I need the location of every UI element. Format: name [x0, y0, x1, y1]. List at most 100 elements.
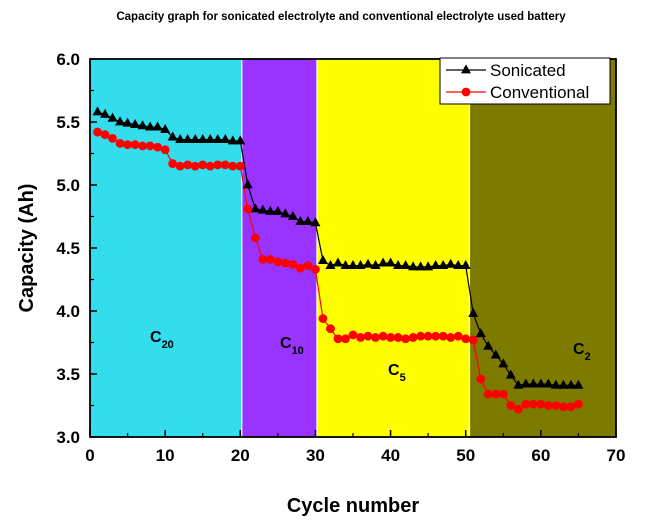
data-point-sonicated	[438, 260, 449, 270]
data-point-conventional	[528, 399, 538, 409]
data-point-sonicated	[205, 134, 216, 144]
data-point-sonicated	[137, 120, 148, 130]
data-point-sonicated	[340, 260, 351, 270]
data-point-conventional	[363, 331, 373, 341]
data-point-sonicated	[468, 307, 479, 317]
data-point-conventional	[311, 265, 320, 274]
data-point-conventional	[521, 399, 531, 409]
data-point-conventional	[491, 389, 501, 399]
data-point-conventional	[153, 142, 163, 152]
region-label-subscript: 2	[585, 351, 591, 363]
data-point-conventional	[408, 333, 418, 342]
data-point-conventional	[341, 334, 350, 344]
data-point-sonicated	[160, 123, 171, 133]
data-point-sonicated	[513, 379, 524, 389]
data-point-conventional	[326, 324, 335, 334]
data-point-conventional	[160, 145, 170, 155]
data-point-sonicated	[242, 179, 253, 189]
data-point-sonicated	[565, 379, 576, 389]
region-band	[241, 59, 317, 437]
data-point-sonicated	[92, 106, 103, 116]
data-point-conventional	[100, 130, 110, 140]
data-point-sonicated	[490, 349, 501, 359]
data-point-sonicated	[535, 378, 546, 388]
data-point-sonicated	[317, 255, 328, 265]
data-point-sonicated	[520, 378, 531, 388]
data-point-conventional	[348, 330, 358, 340]
data-point-sonicated	[265, 205, 276, 215]
data-point-sonicated	[212, 134, 223, 144]
data-point-sonicated	[378, 257, 389, 267]
region-band	[469, 59, 616, 437]
data-point-conventional	[393, 333, 403, 342]
data-point-sonicated	[550, 379, 561, 389]
legend-box	[439, 57, 611, 105]
data-point-conventional	[356, 333, 365, 342]
x-tick-label: 30	[306, 446, 325, 465]
data-point-conventional	[468, 335, 478, 345]
legend-label-sonicated: Sonicated	[490, 61, 566, 80]
data-point-conventional	[243, 204, 253, 214]
region-label: C20	[150, 329, 174, 351]
data-point-sonicated	[498, 358, 509, 368]
data-point-sonicated	[197, 134, 208, 144]
data-point-conventional	[446, 333, 456, 342]
data-point-sonicated	[302, 215, 313, 225]
data-point-sonicated	[287, 210, 298, 220]
x-tick-label: 50	[456, 446, 475, 465]
chart-title: Capacity graph for sonicated electrolyte…	[116, 11, 566, 23]
data-point-conventional	[250, 233, 260, 243]
data-point-conventional	[431, 331, 441, 341]
data-point-conventional	[506, 401, 516, 410]
series-markers	[92, 106, 584, 414]
region-band	[90, 59, 242, 437]
data-point-sonicated	[573, 379, 584, 389]
data-point-conventional	[574, 399, 583, 409]
y-tick-label: 5.5	[56, 113, 80, 132]
data-point-conventional	[371, 333, 380, 342]
data-point-conventional	[108, 133, 117, 143]
data-point-sonicated	[257, 204, 268, 214]
x-tick-label: 20	[231, 446, 250, 465]
data-point-sonicated	[190, 134, 201, 144]
data-point-conventional	[213, 160, 223, 170]
data-point-sonicated	[145, 121, 156, 131]
data-point-conventional	[205, 161, 215, 171]
data-point-sonicated	[505, 369, 516, 379]
data-point-sonicated	[408, 261, 419, 271]
data-point-sonicated	[295, 215, 306, 225]
data-point-sonicated	[528, 378, 539, 388]
data-point-sonicated	[167, 131, 178, 141]
axis-ticks: 0 10 20 30 40 50 60 70 3.0 3.5 4.0 4.5 5.0 5.5 6.0	[56, 50, 625, 465]
data-point-conventional	[453, 331, 463, 341]
data-point-conventional	[438, 331, 448, 341]
data-point-conventional	[228, 161, 238, 171]
region-label-main: C	[150, 329, 162, 346]
data-point-sonicated	[310, 217, 321, 227]
data-point-conventional	[145, 141, 155, 151]
data-point-conventional	[265, 254, 275, 264]
legend-marker-sonicated	[461, 64, 471, 74]
data-point-conventional	[130, 140, 140, 150]
data-point-conventional	[280, 258, 290, 268]
data-point-conventional	[543, 401, 553, 410]
data-point-conventional	[190, 161, 200, 171]
data-point-sonicated	[475, 328, 486, 338]
data-point-conventional	[333, 334, 343, 344]
region-label-main: C	[573, 341, 585, 358]
data-point-conventional	[288, 259, 298, 269]
data-point-conventional	[303, 261, 313, 271]
data-point-conventional	[168, 159, 178, 168]
data-point-conventional	[461, 334, 471, 344]
data-point-sonicated	[453, 260, 464, 270]
data-point-sonicated	[423, 261, 434, 271]
data-point-sonicated	[385, 257, 396, 267]
data-point-sonicated	[122, 117, 133, 127]
data-point-conventional	[536, 399, 546, 409]
data-point-conventional	[183, 160, 193, 170]
data-point-conventional	[258, 254, 268, 264]
data-point-sonicated	[115, 116, 126, 126]
data-point-sonicated	[175, 134, 186, 144]
data-point-conventional	[423, 331, 433, 341]
